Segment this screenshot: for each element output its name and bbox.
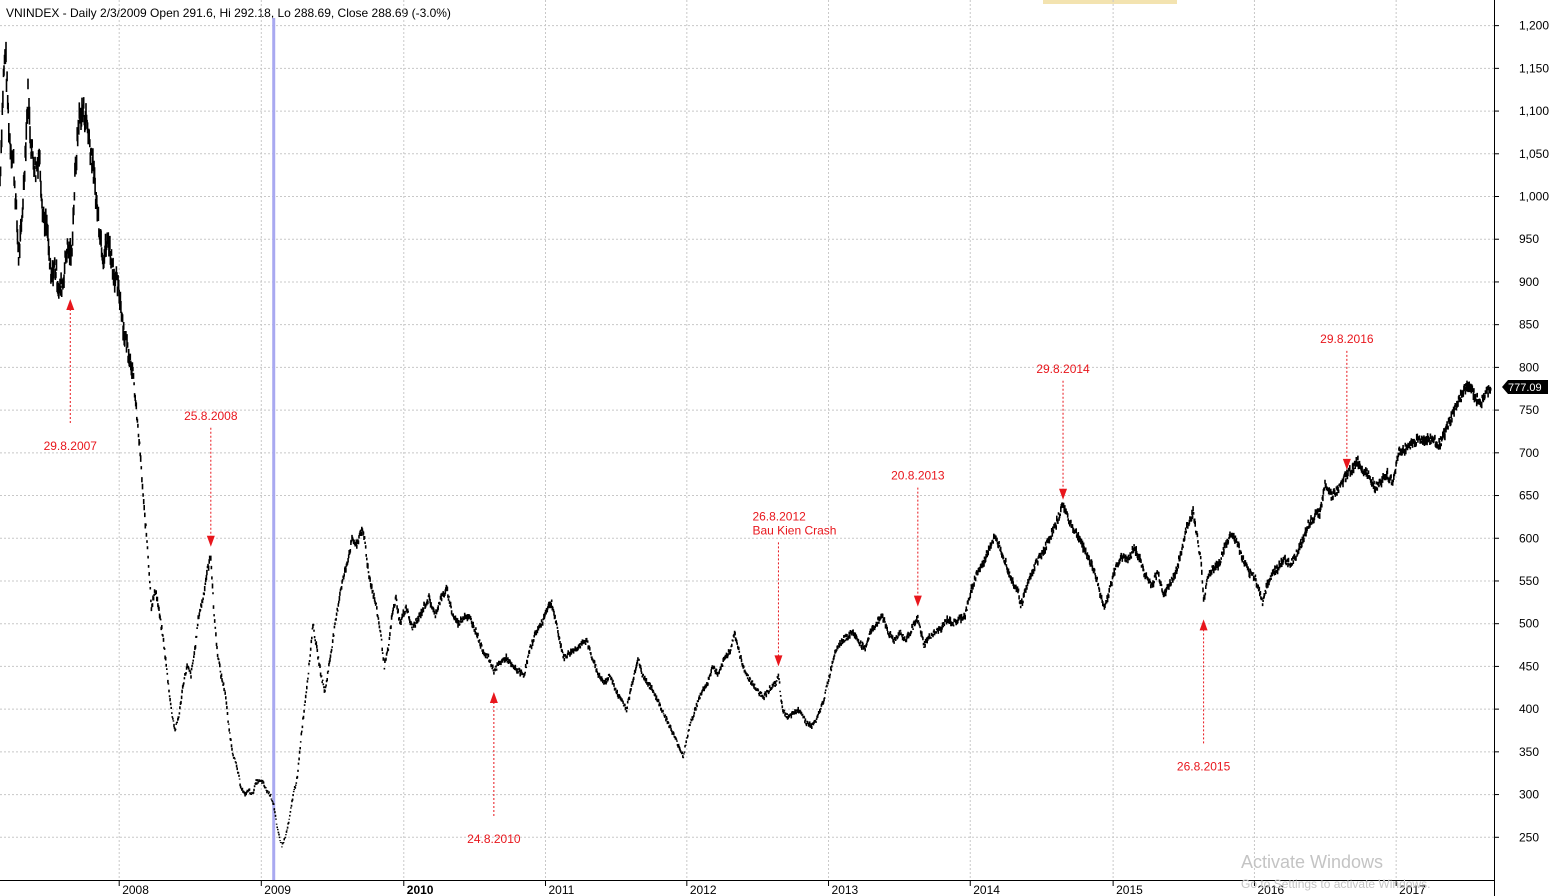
annotation-label: 29.8.2016	[1320, 332, 1374, 346]
x-tick-label: 2016	[1257, 883, 1284, 896]
y-tick-label: 700	[1519, 446, 1539, 460]
x-tick-label: 2013	[832, 883, 859, 896]
last-price-tag	[1502, 379, 1548, 394]
x-tick-label: 2014	[973, 883, 1000, 896]
y-tick-label: 600	[1519, 531, 1539, 545]
y-tick-label: 300	[1519, 788, 1539, 802]
annotation-arrow	[774, 655, 783, 667]
chart-header-title: VNINDEX - Daily 2/3/2009 Open 291.6, Hi …	[6, 6, 451, 20]
price-series	[0, 41, 1492, 848]
last-price-label: 777.09	[1508, 382, 1542, 394]
annotation-label: 29.8.2014	[1036, 362, 1090, 376]
annotation-arrow	[1059, 488, 1068, 500]
x-tick-label: 2017	[1399, 883, 1426, 896]
annotation-arrow	[489, 692, 498, 704]
y-tick-label: 900	[1519, 275, 1539, 289]
y-tick-label: 450	[1519, 659, 1539, 673]
activate-windows-subtitle: Go to Settings to activate Windows.	[1241, 877, 1431, 891]
y-tick-label: 550	[1519, 574, 1539, 588]
annotation-label: 20.8.2013	[891, 469, 945, 483]
annotation-arrow	[66, 299, 75, 311]
y-tick-label: 350	[1519, 745, 1539, 759]
y-tick-label: 1,050	[1519, 147, 1549, 161]
y-tick-label: 250	[1519, 830, 1539, 844]
header-highlight-strip	[1043, 0, 1177, 4]
y-tick-label: 500	[1519, 617, 1539, 631]
annotation-label: 24.8.2010	[467, 832, 521, 846]
annotation-label: 26.8.2012	[752, 509, 806, 523]
annotation-arrow	[206, 535, 215, 547]
x-tick-label: 2011	[548, 883, 574, 896]
y-tick-label: 1,000	[1519, 190, 1549, 204]
y-tick-label: 850	[1519, 318, 1539, 332]
x-tick-label: 2010	[407, 883, 434, 896]
y-tick-label: 400	[1519, 702, 1539, 716]
y-tick-label: 950	[1519, 232, 1539, 246]
y-tick-label: 650	[1519, 489, 1539, 503]
y-tick-label: 1,150	[1519, 61, 1549, 75]
annotation-arrow	[1199, 619, 1208, 631]
annotation-label: 25.8.2008	[184, 409, 238, 423]
y-tick-label: 1,100	[1519, 104, 1549, 118]
y-tick-label: 1,200	[1519, 19, 1549, 33]
annotation-arrow	[913, 595, 922, 607]
annotation-arrow	[1342, 458, 1351, 470]
annotation-label: 29.8.2007	[44, 439, 98, 453]
x-tick-label: 2012	[690, 883, 717, 896]
annotation-label: Bau Kien Crash	[752, 523, 836, 537]
y-tick-label: 800	[1519, 360, 1539, 374]
y-tick-label: 750	[1519, 403, 1539, 417]
x-tick-label: 2015	[1116, 883, 1143, 896]
x-tick-label: 2008	[122, 883, 149, 896]
annotation-label: 26.8.2015	[1177, 759, 1231, 773]
x-tick-label: 2009	[264, 883, 291, 896]
activate-windows-title: Activate Windows	[1241, 852, 1384, 872]
